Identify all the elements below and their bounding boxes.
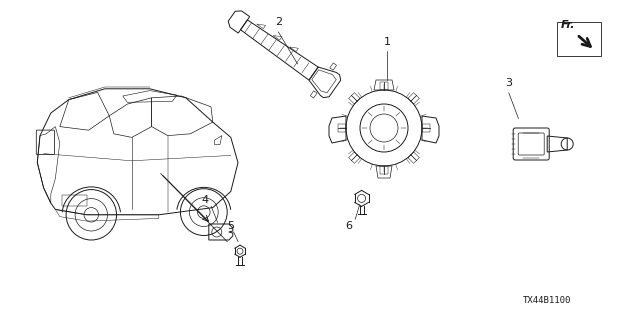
Text: 3: 3 (506, 78, 512, 88)
Text: 5: 5 (227, 220, 234, 231)
Text: 2: 2 (275, 17, 282, 28)
Text: 6: 6 (346, 220, 352, 231)
Text: 4: 4 (201, 195, 209, 205)
Text: Fr.: Fr. (561, 20, 575, 30)
Text: TX44B1100: TX44B1100 (523, 296, 572, 305)
Text: 1: 1 (384, 36, 390, 47)
